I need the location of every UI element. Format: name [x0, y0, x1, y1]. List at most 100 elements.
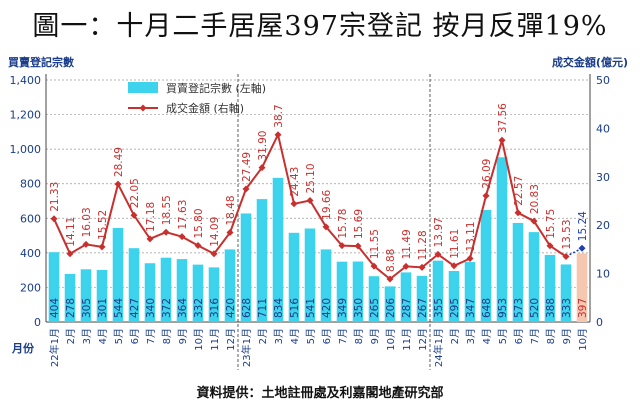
bar-value-label: 305	[81, 298, 93, 318]
left-tick-label: 0	[34, 316, 41, 329]
bar	[368, 276, 380, 322]
x-tick-label: 11月	[401, 328, 413, 351]
x-tick-label: 6月	[129, 328, 141, 344]
line-point	[466, 255, 474, 263]
line-value-label: 14.09	[209, 217, 221, 247]
line-value-label: 22.57	[513, 176, 525, 206]
bar-value-label: 516	[289, 298, 301, 318]
x-tick-label: 7月	[529, 328, 541, 344]
x-tick-label: 5月	[305, 328, 317, 344]
bar-value-label: 372	[161, 298, 173, 318]
right-tick-label: 40	[596, 122, 610, 135]
series-line-last-segment	[565, 247, 583, 258]
line-value-label: 25.10	[305, 163, 317, 193]
line-point	[226, 229, 234, 237]
line-point	[322, 223, 330, 231]
x-tick-label: 7月	[337, 328, 349, 344]
line-point	[530, 217, 538, 225]
x-tick-label: 7月	[145, 328, 157, 344]
line-value-label: 11.28	[417, 230, 429, 260]
line-point	[210, 250, 218, 258]
bar-value-label: 573	[513, 298, 525, 318]
bar	[528, 232, 540, 322]
line-point	[546, 242, 554, 250]
bar	[224, 249, 236, 322]
line-value-label: 38.7	[273, 104, 285, 127]
bar-value-label: 544	[113, 298, 125, 318]
bar-value-label: 295	[449, 298, 461, 318]
line-point	[194, 242, 202, 250]
line-point	[402, 262, 410, 270]
x-tick-label: 5月	[113, 328, 125, 344]
bar-value-label: 347	[465, 298, 477, 318]
x-tick-label: 10月	[385, 328, 397, 351]
x-tick-label: 4月	[289, 328, 301, 344]
x-tick-label: 9月	[177, 328, 189, 344]
bar	[400, 272, 412, 322]
x-tick-label: 3月	[465, 328, 477, 344]
bar-value-label: 301	[97, 298, 109, 318]
left-tick-label: 600	[20, 212, 41, 225]
x-tick-label: 3月	[273, 328, 285, 344]
right-tick-label: 10	[596, 268, 610, 281]
bar	[112, 227, 124, 322]
bar	[272, 177, 284, 322]
line-value-label: 16.03	[81, 207, 93, 237]
x-tick-label: 22年1月	[48, 328, 61, 367]
bar	[192, 264, 204, 322]
x-tick-label: 12月	[417, 328, 429, 351]
line-point	[178, 233, 186, 241]
bar	[208, 267, 220, 322]
x-tick-label: 3月	[81, 328, 93, 344]
line-value-label: 11.49	[401, 229, 413, 259]
bar-value-label: 206	[385, 298, 397, 318]
bar-value-label: 267	[417, 298, 429, 318]
line-value-label: 13.97	[433, 217, 445, 247]
bar	[160, 257, 172, 322]
bar	[560, 264, 572, 322]
bar-value-label: 388	[545, 298, 557, 318]
bar	[48, 252, 60, 322]
line-point	[258, 164, 266, 172]
line-value-label: 22.05	[129, 178, 141, 208]
line-point	[578, 244, 586, 252]
bar	[416, 275, 428, 322]
line-point	[306, 197, 314, 205]
line-value-label: 28.49	[113, 147, 125, 177]
x-tick-label: 4月	[481, 328, 493, 344]
line-point	[114, 180, 122, 188]
bar	[544, 254, 556, 322]
x-tick-label: 6月	[513, 328, 525, 344]
bar-value-label: 397	[577, 298, 589, 318]
line-point	[50, 215, 58, 223]
legend-line-marker	[139, 104, 147, 112]
legend-bar-label: 買賣登記宗數 (左軸)	[166, 81, 266, 95]
bar-value-label: 332	[193, 298, 205, 318]
right-axis-label: 成交金額(億元)	[551, 56, 628, 69]
bar-value-label: 350	[353, 298, 365, 318]
line-value-label: 31.90	[257, 131, 269, 161]
bar	[144, 263, 156, 322]
bar-value-label: 520	[529, 298, 541, 318]
line-value-label: 15.78	[337, 209, 349, 239]
bar-value-label: 427	[129, 298, 141, 318]
x-tick-label: 8月	[545, 328, 557, 344]
x-tick-label: 2月	[449, 328, 461, 344]
x-tick-label: 5月	[497, 328, 509, 344]
x-tick-label: 10月	[577, 328, 589, 351]
x-tick-label: 6月	[321, 328, 333, 344]
line-value-label: 17.18	[145, 202, 157, 232]
bar	[176, 259, 188, 322]
bar	[352, 261, 364, 322]
bar-value-label: 420	[321, 298, 333, 318]
bar	[240, 213, 252, 322]
bar-value-label: 333	[561, 298, 573, 318]
bar	[256, 199, 268, 322]
line-value-label: 26.09	[481, 159, 493, 189]
x-tick-label: 11月	[209, 328, 221, 351]
line-value-label: 15.80	[193, 208, 205, 238]
x-tick-label: 4月	[97, 328, 109, 344]
bar	[80, 269, 92, 322]
line-value-label: 15.52	[97, 210, 109, 240]
line-point	[162, 228, 170, 236]
